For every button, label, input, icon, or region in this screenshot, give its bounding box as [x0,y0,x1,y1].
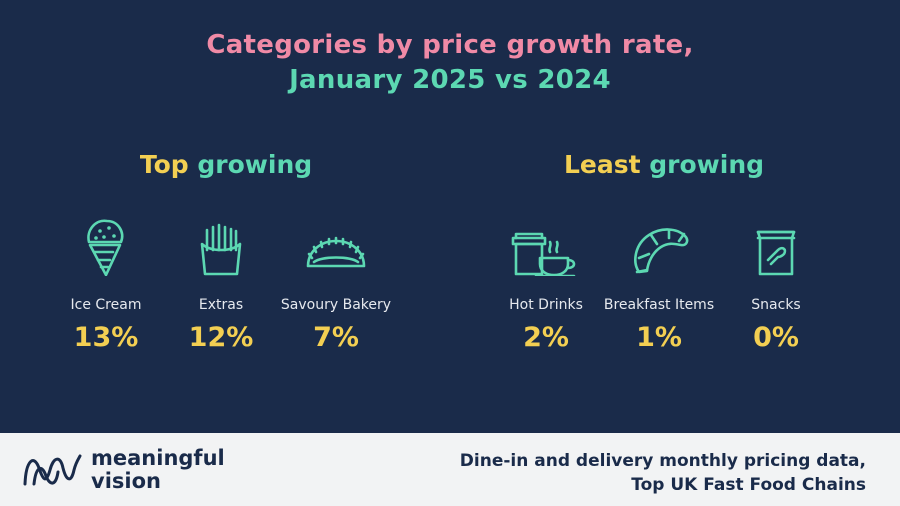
category-label: Ice Cream [70,297,142,313]
growth-value: 7% [313,322,359,353]
snack-bag-icon [756,230,796,276]
growth-value: 0% [753,322,799,353]
pasty-icon [306,236,366,268]
category-label: Extras [198,297,244,313]
hot-drinks-icon [511,232,576,276]
category-label: Snacks [751,297,801,313]
category-label: Hot Drinks [509,297,583,313]
category-label: Breakfast Items [603,297,715,313]
least-word: Least [563,150,641,179]
growth-value: 12% [188,322,254,353]
title-line-1: Categories by price growth rate, [206,30,694,60]
category-label: Savoury Bakery [280,297,392,313]
brand-name: meaningful vision [91,447,225,493]
top-growing-heading: Top growing [76,150,376,179]
fries-icon [200,223,242,276]
growth-value: 13% [73,322,139,353]
brand-line-1: meaningful [91,446,225,470]
growing-word: growing [649,150,765,179]
title-line-2: January 2025 vs 2024 [289,65,611,95]
growth-value: 2% [523,322,569,353]
top-word: Top [139,150,189,179]
source-line-1: Dine-in and delivery monthly pricing dat… [459,451,866,471]
footer-bar [0,433,900,506]
meaningful-vision-logo-icon [23,454,82,486]
growth-value: 1% [636,322,682,353]
infographic-panel: Categories by price growth rate, January… [0,0,900,433]
least-growing-heading: Least growing [514,150,814,179]
growing-word: growing [197,150,313,179]
ice-cream-icon [87,219,124,276]
croissant-icon [634,228,689,274]
data-source-note: Dine-in and delivery monthly pricing dat… [460,449,866,497]
brand-line-2: vision [91,469,161,493]
source-line-2: Top UK Fast Food Chains [631,475,866,495]
